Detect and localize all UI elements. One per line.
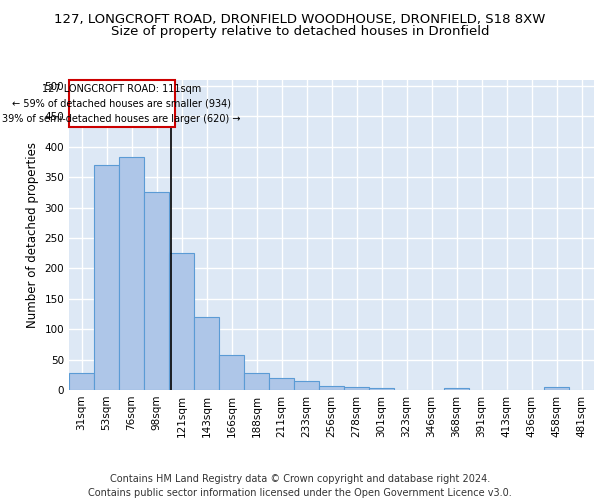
Bar	[119, 157, 144, 390]
Text: Contains HM Land Registry data © Crown copyright and database right 2024.
Contai: Contains HM Land Registry data © Crown c…	[88, 474, 512, 498]
Bar	[444, 388, 469, 390]
Y-axis label: Number of detached properties: Number of detached properties	[26, 142, 39, 328]
Bar	[244, 373, 269, 390]
Bar	[369, 388, 394, 390]
Bar	[144, 192, 169, 390]
Text: 127, LONGCROFT ROAD, DRONFIELD WOODHOUSE, DRONFIELD, S18 8XW: 127, LONGCROFT ROAD, DRONFIELD WOODHOUSE…	[55, 12, 545, 26]
Bar	[269, 378, 294, 390]
Bar	[344, 387, 369, 390]
Text: 127 LONGCROFT ROAD: 111sqm
← 59% of detached houses are smaller (934)
39% of sem: 127 LONGCROFT ROAD: 111sqm ← 59% of deta…	[2, 84, 241, 124]
Bar	[544, 387, 569, 390]
Bar	[69, 373, 94, 390]
Bar	[219, 354, 244, 390]
FancyBboxPatch shape	[69, 80, 175, 128]
Bar	[169, 253, 194, 390]
Bar	[294, 381, 319, 390]
Bar	[94, 165, 119, 390]
Text: Size of property relative to detached houses in Dronfield: Size of property relative to detached ho…	[111, 25, 489, 38]
Bar	[319, 386, 344, 390]
Bar	[194, 317, 219, 390]
